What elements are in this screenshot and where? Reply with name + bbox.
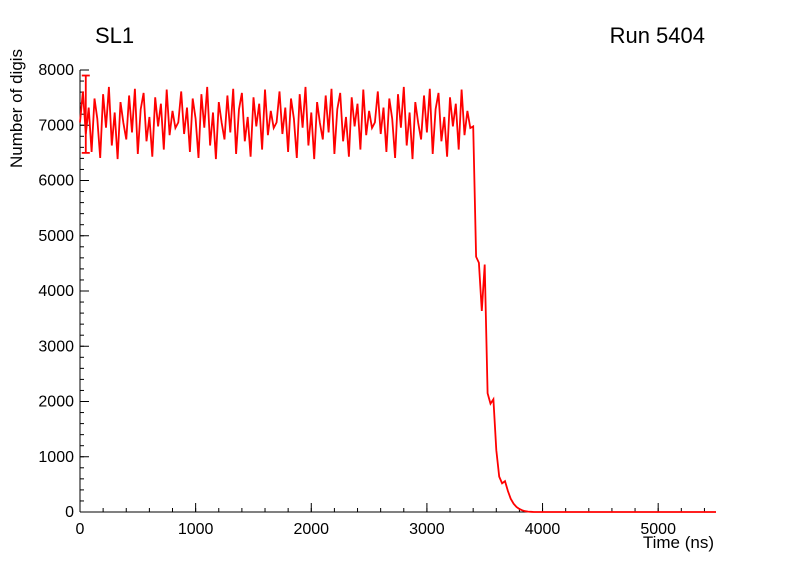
y-tick-label: 2000 xyxy=(38,394,74,411)
x-tick-label: 2000 xyxy=(293,521,329,538)
x-tick-label: 1000 xyxy=(178,521,214,538)
x-tick-label: 4000 xyxy=(525,521,561,538)
x-tick-label: 0 xyxy=(76,521,85,538)
y-tick-label: 3000 xyxy=(38,338,74,355)
series-layer xyxy=(79,74,716,513)
y-tick-label: 5000 xyxy=(38,228,74,245)
chart-title: SL1 xyxy=(95,23,134,48)
y-tick-label: 1000 xyxy=(38,449,74,466)
y-tick-label: 8000 xyxy=(38,62,74,79)
y-tick-label: 7000 xyxy=(38,117,74,134)
histogram-line xyxy=(79,86,716,513)
x-axis-title: Time (ns) xyxy=(643,533,714,552)
axes-layer: 0 1000 2000 3000 4000 5000 0 1000 2000 3000 4000 50… xyxy=(38,62,716,538)
x-tick-label: 5000 xyxy=(640,521,676,538)
y-tick-label: 6000 xyxy=(38,173,74,190)
run-label: Run 5404 xyxy=(610,23,705,48)
y-tick-label: 0 xyxy=(65,504,74,521)
y-tick-label: 4000 xyxy=(38,283,74,300)
y-axis-title: Number of digis xyxy=(7,49,26,168)
x-tick-label: 3000 xyxy=(409,521,445,538)
